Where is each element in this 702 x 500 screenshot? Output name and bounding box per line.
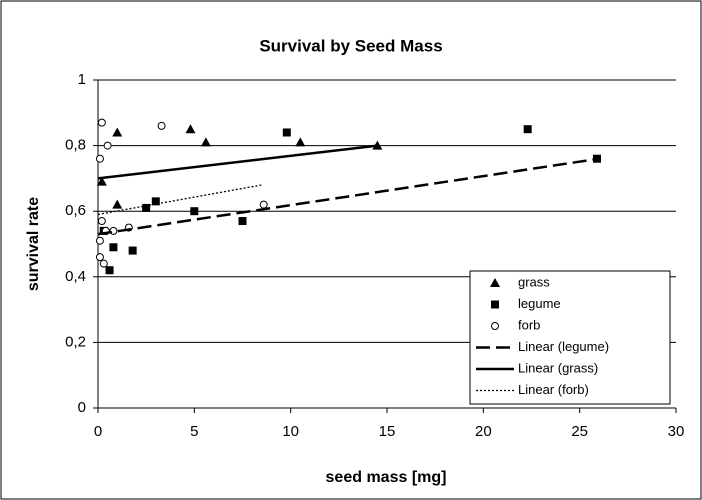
legend-label: grass (518, 274, 550, 289)
point (372, 140, 383, 150)
x-tick-label: 25 (571, 423, 588, 440)
y-tick-label: 0 (78, 399, 86, 416)
point (200, 137, 211, 147)
legend-label: Linear (grass) (518, 360, 598, 375)
legend-label: Linear (legume) (518, 339, 609, 354)
x-tick-label: 0 (94, 423, 102, 440)
point (96, 176, 107, 186)
y-tick-label: 0,2 (65, 333, 86, 350)
legend-swatch (491, 300, 499, 309)
y-tick-label: 0,4 (65, 268, 86, 285)
x-tick-label: 15 (379, 423, 396, 440)
x-tick-label: 10 (282, 423, 299, 440)
point (190, 207, 199, 216)
legend-label: Linear (forb) (518, 382, 589, 397)
trend-line (97, 144, 378, 180)
x-tick-label: 5 (190, 423, 198, 440)
point (259, 200, 268, 209)
point (238, 217, 247, 226)
legend-swatch (490, 278, 500, 287)
point (95, 236, 104, 245)
point (295, 137, 306, 147)
point (97, 118, 106, 127)
chart-title: Survival by Seed Mass (259, 36, 442, 55)
point (95, 253, 104, 262)
y-tick-label: 0,8 (65, 137, 86, 154)
legend-label: legume (518, 296, 561, 311)
point (142, 203, 151, 212)
point (128, 246, 137, 255)
legend-swatch (491, 322, 499, 330)
legend-box (469, 270, 671, 405)
legend: grass legume forb Linear (legume) Linear (gr… (469, 270, 671, 405)
x-tick-label: 30 (668, 423, 685, 440)
point (103, 141, 112, 150)
point (282, 128, 291, 137)
y-axis-label: survival rate (25, 197, 42, 291)
point (523, 125, 532, 134)
point (109, 243, 118, 252)
legend-label: forb (518, 317, 540, 332)
point (185, 124, 196, 134)
y-tick-label: 1 (78, 71, 86, 88)
trend-line (97, 157, 600, 236)
point (99, 259, 108, 268)
point (112, 127, 123, 137)
x-tick-label: 20 (475, 423, 492, 440)
point (112, 199, 123, 209)
point (105, 266, 114, 275)
point (97, 217, 106, 226)
point (95, 154, 104, 163)
point (157, 121, 166, 130)
y-tick-label: 0,6 (65, 202, 86, 219)
point (151, 197, 160, 206)
x-axis-label: seed mass [mg] (326, 469, 447, 486)
